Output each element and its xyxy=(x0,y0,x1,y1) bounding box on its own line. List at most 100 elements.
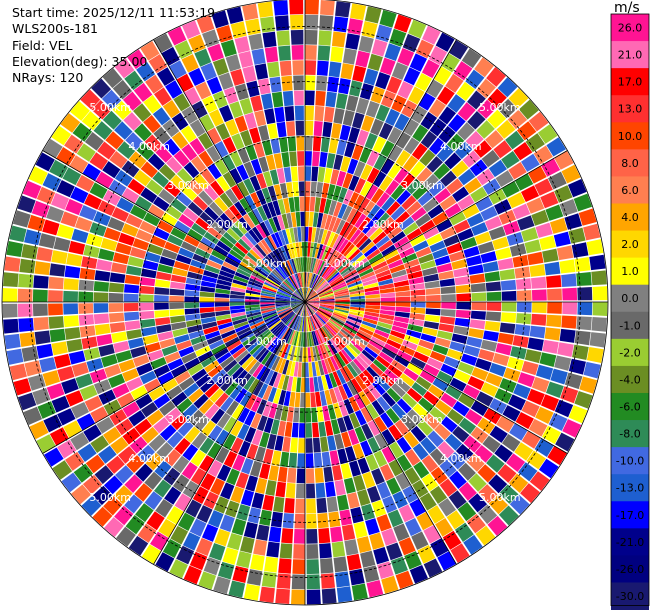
velocity-gate xyxy=(140,161,158,179)
velocity-gate xyxy=(311,274,319,289)
velocity-gate xyxy=(257,78,271,95)
velocity-gate xyxy=(350,378,363,393)
velocity-gate xyxy=(503,367,521,382)
velocity-gate xyxy=(226,468,240,486)
velocity-gate xyxy=(103,189,121,206)
velocity-gate xyxy=(281,528,294,544)
velocity-gate xyxy=(222,433,237,450)
velocity-gate xyxy=(184,357,201,370)
velocity-gate xyxy=(181,185,198,201)
velocity-gate xyxy=(275,324,286,337)
velocity-gate xyxy=(387,364,403,378)
velocity-gate xyxy=(97,200,116,216)
velocity-gate xyxy=(199,291,215,298)
velocity-gate xyxy=(71,228,89,244)
velocity-gate xyxy=(301,287,305,302)
velocity-gate xyxy=(265,154,276,171)
velocity-gate xyxy=(244,426,257,443)
velocity-gate xyxy=(197,242,213,254)
velocity-gate xyxy=(216,464,232,482)
velocity-gate xyxy=(276,325,288,339)
velocity-gate xyxy=(287,277,297,290)
velocity-gate xyxy=(332,354,343,369)
velocity-gate xyxy=(280,283,294,294)
colorbar-segment xyxy=(611,392,649,421)
velocity-gate xyxy=(343,189,354,205)
velocity-gate xyxy=(310,392,317,408)
velocity-gate xyxy=(231,518,247,536)
velocity-gate xyxy=(341,524,356,541)
velocity-gate xyxy=(345,246,358,259)
velocity-gate xyxy=(385,254,402,265)
velocity-gate xyxy=(394,355,410,368)
velocity-gate xyxy=(256,524,270,541)
velocity-gate xyxy=(457,122,475,141)
velocity-gate xyxy=(350,251,364,264)
velocity-gate xyxy=(191,368,207,382)
velocity-gate xyxy=(242,65,257,83)
velocity-gate xyxy=(63,278,79,291)
velocity-gate xyxy=(379,287,395,294)
velocity-gate xyxy=(323,342,333,357)
velocity-gate xyxy=(455,443,474,462)
velocity-gate xyxy=(190,449,206,467)
velocity-gate xyxy=(245,289,261,295)
velocity-gate xyxy=(326,152,336,169)
velocity-gate xyxy=(317,285,331,295)
velocity-gate xyxy=(159,164,176,181)
velocity-gate xyxy=(211,249,226,261)
velocity-gate xyxy=(277,374,286,390)
velocity-gate xyxy=(446,408,464,425)
velocity-gate xyxy=(326,322,339,334)
velocity-gate xyxy=(144,134,163,153)
velocity-gate xyxy=(133,169,152,187)
velocity-gate xyxy=(381,90,396,108)
velocity-gate xyxy=(380,292,396,298)
velocity-gate xyxy=(317,166,326,183)
velocity-gate xyxy=(392,320,409,329)
velocity-gate xyxy=(232,454,246,472)
velocity-gate xyxy=(518,99,539,120)
colorbar-segment xyxy=(611,257,649,286)
velocity-gate xyxy=(322,121,333,138)
velocity-gate xyxy=(533,145,553,165)
velocity-gate xyxy=(182,532,201,551)
velocity-gate xyxy=(371,500,387,518)
velocity-gate xyxy=(291,574,305,590)
velocity-gate xyxy=(328,61,342,78)
velocity-gate xyxy=(568,405,588,424)
velocity-gate xyxy=(285,228,293,244)
velocity-gate xyxy=(321,451,331,468)
velocity-gate xyxy=(373,450,388,468)
velocity-gate xyxy=(290,29,304,45)
velocity-gate xyxy=(591,270,607,286)
velocity-gate xyxy=(282,436,291,453)
velocity-gate xyxy=(249,318,264,327)
velocity-gate xyxy=(114,505,134,526)
velocity-gate xyxy=(322,265,334,279)
velocity-gate xyxy=(215,314,231,321)
velocity-gate xyxy=(185,499,202,518)
velocity-gate xyxy=(295,211,301,227)
velocity-gate xyxy=(230,290,246,296)
velocity-gate xyxy=(284,261,293,275)
velocity-gate xyxy=(353,521,368,539)
velocity-gate xyxy=(330,317,344,327)
velocity-gate xyxy=(372,261,388,271)
velocity-gate xyxy=(155,317,171,326)
velocity-gate xyxy=(291,376,298,392)
velocity-gate xyxy=(267,201,277,218)
velocity-gate xyxy=(297,272,302,288)
velocity-gate xyxy=(312,151,320,167)
velocity-gate xyxy=(546,314,562,328)
velocity-gate xyxy=(332,371,342,387)
velocity-gate xyxy=(198,399,214,415)
velocity-gate xyxy=(264,281,278,290)
velocity-gate xyxy=(133,82,153,102)
velocity-gate xyxy=(355,97,370,115)
velocity-gate xyxy=(410,307,426,314)
velocity-gate xyxy=(449,377,467,392)
velocity-gate xyxy=(452,186,470,203)
velocity-gate xyxy=(248,316,263,324)
velocity-gate xyxy=(290,212,297,228)
